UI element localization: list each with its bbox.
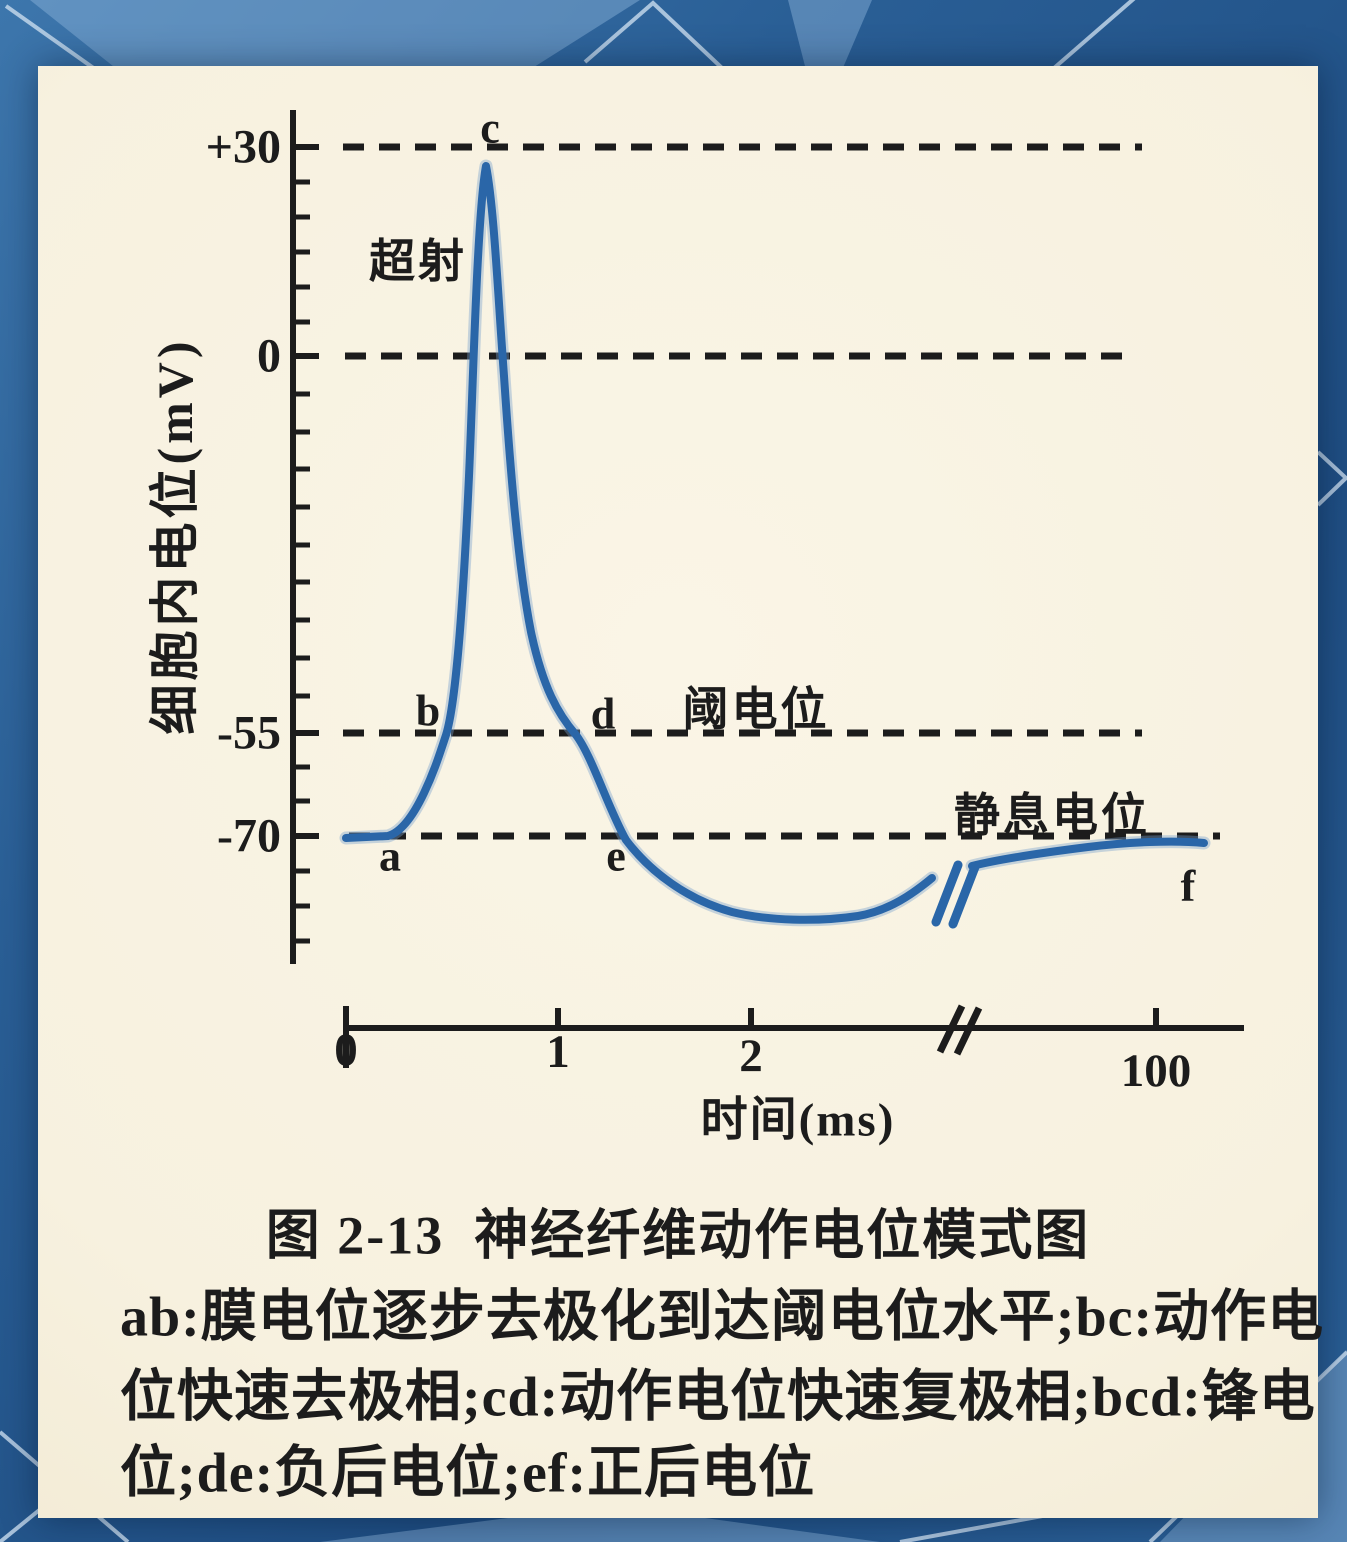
figure-title: 神经纤维动作电位模式图 [474, 1205, 1091, 1266]
description-line-2: 位快速去极相;cd:动作电位快速复极相;bcd:锋电 [120, 1366, 1316, 1429]
x-axis-break-marks [936, 1004, 983, 1056]
scanned-page: +30 0 -55 -70 细胞内电位(mV) 时间(ms) 0 1 2 100… [38, 66, 1323, 1518]
y-tick-label-minus55: -55 [217, 706, 281, 760]
ap-curve-tail [968, 837, 1208, 870]
action-potential-plot [290, 110, 1244, 1068]
y-tick-label-zero: 0 [257, 329, 281, 383]
y-axis-minor-ticks [293, 179, 310, 944]
y-axis-title: 细胞内电位(mV) [147, 337, 203, 735]
resting-potential-label: 静息电位 [954, 790, 1150, 841]
x-axis [343, 1004, 1244, 1068]
x-axis-title: 时间(ms) [700, 1094, 896, 1147]
x-tick-label-1: 1 [546, 1026, 570, 1078]
y-tick-label-plus30: +30 [205, 120, 281, 174]
figure-number: 图 2-13 [265, 1205, 445, 1266]
point-label-a: a [379, 831, 401, 881]
figure-caption: 图 2-13 神经纤维动作电位模式图 [38, 1191, 1318, 1270]
ap-curve [342, 162, 936, 924]
x-tick-label-100: 100 [1120, 1045, 1192, 1097]
y-axis-major-ticks [293, 144, 319, 839]
threshold-label: 阈电位 [682, 684, 830, 735]
point-label-c: c [480, 103, 500, 153]
curve-break-marks [931, 860, 980, 929]
point-label-b: b [415, 686, 441, 736]
point-label-e: e [606, 831, 626, 881]
y-axis [290, 110, 319, 964]
description-line-3: 位;de:负后电位;ef:正后电位 [120, 1442, 816, 1505]
x-axis-ticks [555, 1008, 1159, 1028]
x-tick-label-0: 0 [334, 1024, 358, 1076]
ap-curve-group [339, 159, 1211, 929]
x-tick-label-2: 2 [739, 1030, 763, 1082]
point-label-f: f [1180, 861, 1196, 911]
description-line-1: ab:膜电位逐步去极化到达阈电位水平;bc:动作电 [120, 1286, 1325, 1349]
y-tick-label-minus70: -70 [217, 809, 281, 863]
point-label-d: d [590, 689, 616, 739]
overshoot-label: 超射 [369, 236, 467, 287]
